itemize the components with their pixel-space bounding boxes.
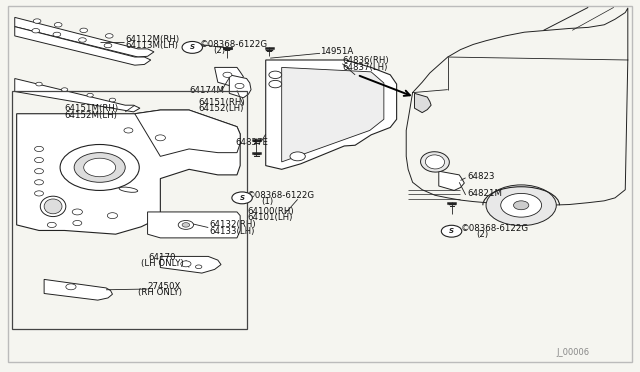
Polygon shape — [282, 67, 384, 162]
Circle shape — [74, 153, 125, 182]
Text: ©08368-6122G: ©08368-6122G — [461, 224, 529, 233]
Text: 64132(RH): 64132(RH) — [209, 221, 255, 230]
Circle shape — [79, 38, 86, 42]
Circle shape — [32, 29, 40, 33]
Text: 64837E: 64837E — [236, 138, 269, 147]
Circle shape — [73, 221, 82, 226]
Text: J_00006: J_00006 — [556, 348, 589, 357]
Text: 64174M: 64174M — [189, 86, 224, 95]
Circle shape — [61, 88, 68, 92]
Circle shape — [72, 209, 83, 215]
Circle shape — [60, 144, 140, 190]
Circle shape — [80, 28, 88, 33]
Text: 64152M(LH): 64152M(LH) — [65, 111, 117, 120]
Text: 14951A: 14951A — [320, 47, 353, 56]
Ellipse shape — [44, 199, 62, 214]
Circle shape — [178, 221, 193, 230]
Ellipse shape — [119, 187, 138, 192]
Polygon shape — [161, 256, 221, 273]
Text: 64152(LH): 64152(LH) — [198, 105, 244, 113]
Text: (LH ONLY): (LH ONLY) — [141, 259, 184, 267]
Text: 64112M(RH): 64112M(RH) — [125, 35, 179, 44]
Polygon shape — [415, 93, 431, 113]
Text: ©08368-6122G: ©08368-6122G — [247, 191, 316, 200]
Circle shape — [47, 222, 56, 228]
Circle shape — [53, 32, 61, 37]
Polygon shape — [439, 171, 465, 190]
Circle shape — [87, 93, 93, 97]
Text: 64836(RH): 64836(RH) — [342, 56, 389, 65]
Text: S: S — [190, 44, 195, 50]
Ellipse shape — [420, 152, 449, 172]
Text: 64151M(RH): 64151M(RH) — [65, 105, 118, 113]
Circle shape — [36, 82, 42, 86]
Circle shape — [54, 23, 62, 27]
Text: 64837(LH): 64837(LH) — [342, 63, 388, 72]
Circle shape — [182, 223, 189, 227]
Text: 64151(RH): 64151(RH) — [198, 98, 245, 107]
Text: 64100(RH): 64100(RH) — [247, 207, 294, 216]
Circle shape — [156, 135, 166, 141]
Text: 64113M(LH): 64113M(LH) — [125, 41, 178, 51]
Polygon shape — [15, 27, 151, 65]
Text: (2): (2) — [476, 230, 488, 240]
Polygon shape — [15, 17, 154, 57]
Text: ©08368-6122G: ©08368-6122G — [200, 40, 268, 49]
Circle shape — [513, 201, 529, 210]
Circle shape — [35, 157, 44, 163]
Circle shape — [106, 34, 113, 38]
Text: 64101(LH): 64101(LH) — [247, 213, 292, 222]
Polygon shape — [266, 60, 397, 169]
Circle shape — [108, 213, 118, 219]
Text: (1): (1) — [261, 197, 273, 206]
Text: 64823: 64823 — [467, 172, 494, 181]
Ellipse shape — [40, 196, 66, 217]
Circle shape — [269, 71, 282, 78]
Polygon shape — [214, 67, 243, 86]
Text: S: S — [239, 195, 244, 201]
Polygon shape — [148, 212, 240, 238]
Text: (RH ONLY): (RH ONLY) — [138, 288, 182, 297]
Circle shape — [269, 80, 282, 88]
Circle shape — [180, 261, 191, 267]
Circle shape — [290, 152, 305, 161]
Circle shape — [182, 41, 202, 53]
Circle shape — [500, 193, 541, 217]
Circle shape — [35, 146, 44, 151]
Text: (2): (2) — [213, 46, 225, 55]
Circle shape — [33, 19, 41, 23]
Circle shape — [235, 83, 244, 89]
Text: 27450X: 27450X — [148, 282, 181, 291]
Circle shape — [35, 169, 44, 174]
Circle shape — [35, 191, 44, 196]
Text: S: S — [449, 228, 454, 234]
Polygon shape — [15, 78, 140, 112]
Ellipse shape — [426, 155, 445, 169]
Circle shape — [124, 128, 133, 133]
Circle shape — [109, 98, 116, 102]
Polygon shape — [44, 279, 113, 300]
Circle shape — [195, 265, 202, 269]
Text: 64133(LH): 64133(LH) — [209, 227, 254, 236]
Circle shape — [232, 192, 252, 204]
Text: 64170: 64170 — [149, 253, 177, 262]
Circle shape — [442, 225, 462, 237]
Circle shape — [104, 43, 112, 48]
Circle shape — [66, 284, 76, 290]
Circle shape — [35, 180, 44, 185]
Polygon shape — [135, 110, 240, 156]
Circle shape — [486, 185, 556, 226]
Circle shape — [223, 72, 232, 77]
Polygon shape — [17, 110, 240, 234]
Text: 64821M: 64821M — [467, 189, 502, 198]
Polygon shape — [229, 75, 251, 98]
Circle shape — [84, 158, 116, 177]
Bar — [12, 92, 246, 329]
